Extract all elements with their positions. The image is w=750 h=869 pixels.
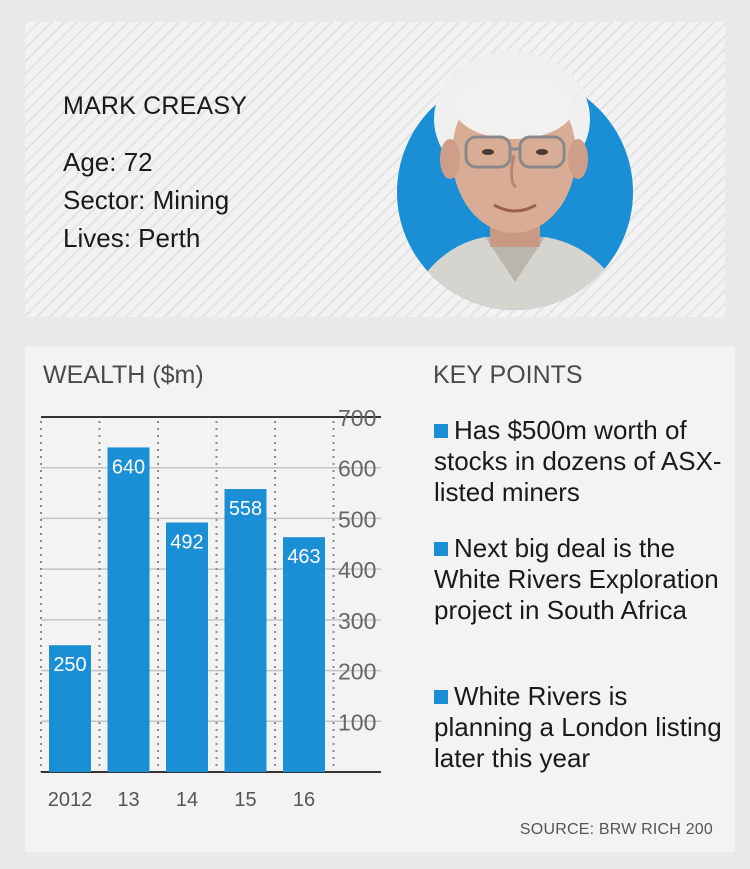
portrait-image — [397, 51, 633, 310]
x-tick-label: 2012 — [48, 789, 93, 811]
y-tick-label: 300 — [338, 608, 376, 634]
key-point-item: White Rivers is planning a London listin… — [434, 681, 729, 774]
bar-layer — [49, 447, 325, 772]
tick-layer: 2012 13 14 15 16 100 200 300 400 500 600 700 — [48, 405, 377, 811]
bar-value-label: 250 — [53, 654, 86, 676]
grid-layer — [40, 416, 381, 773]
bar-value-label: 463 — [287, 546, 320, 568]
y-tick-label: 600 — [338, 456, 376, 482]
x-tick-label: 13 — [117, 789, 139, 811]
y-tick-label: 200 — [338, 659, 376, 685]
chart-heading: WEALTH ($m) — [43, 361, 204, 389]
bar-value-label: 492 — [170, 531, 203, 553]
y-tick-label: 700 — [338, 405, 376, 431]
profile-name: MARK CREASY — [63, 92, 248, 120]
profile-panel: MARK CREASY Age: 72 Sector: Mining Lives… — [25, 22, 725, 317]
bar — [166, 522, 208, 772]
key-points-heading: KEY POINTS — [433, 361, 583, 389]
x-tick-label: 14 — [176, 789, 198, 811]
profile-lives: Lives: Perth — [63, 223, 201, 253]
bar — [107, 447, 150, 772]
key-point-item: Has $500m worth of stocks in dozens of A… — [434, 415, 729, 508]
y-tick-label: 500 — [338, 506, 376, 532]
bar-value-label: 558 — [229, 498, 262, 520]
wealth-bar-chart: 250 640 492 558 463 2012 13 14 15 16 100 200 300 400… — [40, 405, 381, 811]
bar — [49, 645, 91, 772]
bullet-square-icon — [434, 542, 448, 556]
y-tick-label: 100 — [338, 709, 376, 735]
bar-value-label: 640 — [112, 456, 145, 478]
key-point-text: Next big deal is the White Rivers Explor… — [434, 533, 719, 625]
bar — [224, 489, 267, 772]
profile-age: Age: 72 — [63, 147, 153, 177]
bar — [283, 537, 325, 772]
key-point-item: Next big deal is the White Rivers Explor… — [434, 533, 729, 626]
x-tick-label: 16 — [293, 789, 315, 811]
bullet-square-icon — [434, 690, 448, 704]
lower-panel: WEALTH ($m) KEY POINTS 250 640 492 558 463 2… — [25, 347, 735, 852]
label-layer: 250 640 492 558 463 — [53, 456, 320, 676]
key-point-text: Has $500m worth of stocks in dozens of A… — [434, 415, 722, 507]
profile-sector: Sector: Mining — [63, 185, 230, 215]
x-tick-label: 15 — [234, 789, 256, 811]
key-point-text: White Rivers is planning a London listin… — [434, 681, 722, 773]
y-tick-label: 400 — [338, 557, 376, 583]
source-note: SOURCE: BRW RICH 200 — [519, 821, 713, 838]
bullet-square-icon — [434, 424, 448, 438]
